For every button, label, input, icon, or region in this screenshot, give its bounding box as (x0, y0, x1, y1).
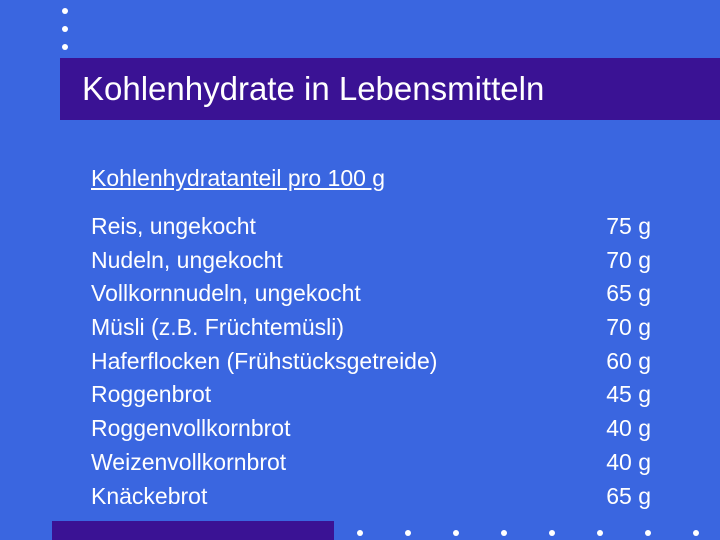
list-item: Vollkornnudeln, ungekocht 65 g (91, 277, 651, 311)
decorative-dot (501, 530, 507, 536)
carb-amount: 65 g (606, 482, 651, 509)
list-item: Haferflocken (Frühstücksgetreide) 60 g (91, 345, 651, 379)
list-item: Roggenvollkornbrot 40 g (91, 412, 651, 446)
decorative-dot (549, 530, 555, 536)
carb-amount: 70 g (606, 314, 651, 341)
list-item: Roggenbrot 45 g (91, 378, 651, 412)
food-name: Nudeln, ungekocht (91, 246, 283, 273)
carb-amount: 45 g (606, 381, 651, 408)
decorative-dot (597, 530, 603, 536)
food-name: Roggenvollkornbrot (91, 415, 291, 442)
carb-amount: 75 g (606, 213, 651, 239)
carb-amount: 40 g (606, 448, 651, 475)
decorative-dot (405, 530, 411, 536)
carbohydrate-list: Reis, ungekocht 75 g Nudeln, ungekocht 7… (91, 210, 651, 513)
slide-title: Kohlenhydrate in Lebensmitteln (82, 70, 545, 107)
subheading: Kohlenhydratanteil pro 100 g (91, 165, 386, 191)
decorative-dot (62, 8, 68, 14)
decorative-dot (645, 530, 651, 536)
decorative-dot (357, 530, 363, 536)
food-name: Vollkornnudeln, ungekocht (91, 280, 361, 307)
bottom-bar (52, 521, 334, 540)
decorative-dot (62, 26, 68, 32)
decorative-dot (62, 44, 68, 50)
carb-amount: 40 g (606, 415, 651, 442)
food-name: Weizenvollkornbrot (91, 448, 287, 475)
food-name: Haferflocken (Frühstücksgetreide) (91, 347, 438, 374)
decorative-dot (693, 530, 699, 536)
food-name: Reis, ungekocht (91, 213, 256, 239)
list-item: Knäckebrot 65 g (91, 480, 651, 514)
list-item: Müsli (z.B. Früchtemüsli) 70 g (91, 311, 651, 345)
list-item: Weizenvollkornbrot 40 g (91, 446, 651, 480)
food-name: Knäckebrot (91, 482, 208, 509)
list-item: Nudeln, ungekocht 70 g (91, 244, 651, 278)
list-item: Reis, ungekocht 75 g (91, 210, 651, 244)
food-name: Müsli (z.B. Früchtemüsli) (91, 314, 345, 341)
carb-amount: 60 g (606, 347, 651, 374)
food-name: Roggenbrot (91, 381, 212, 408)
title-bar: Kohlenhydrate in Lebensmitteln (60, 58, 720, 120)
carb-amount: 65 g (606, 280, 651, 307)
carb-amount: 70 g (606, 246, 651, 273)
decorative-dot (453, 530, 459, 536)
